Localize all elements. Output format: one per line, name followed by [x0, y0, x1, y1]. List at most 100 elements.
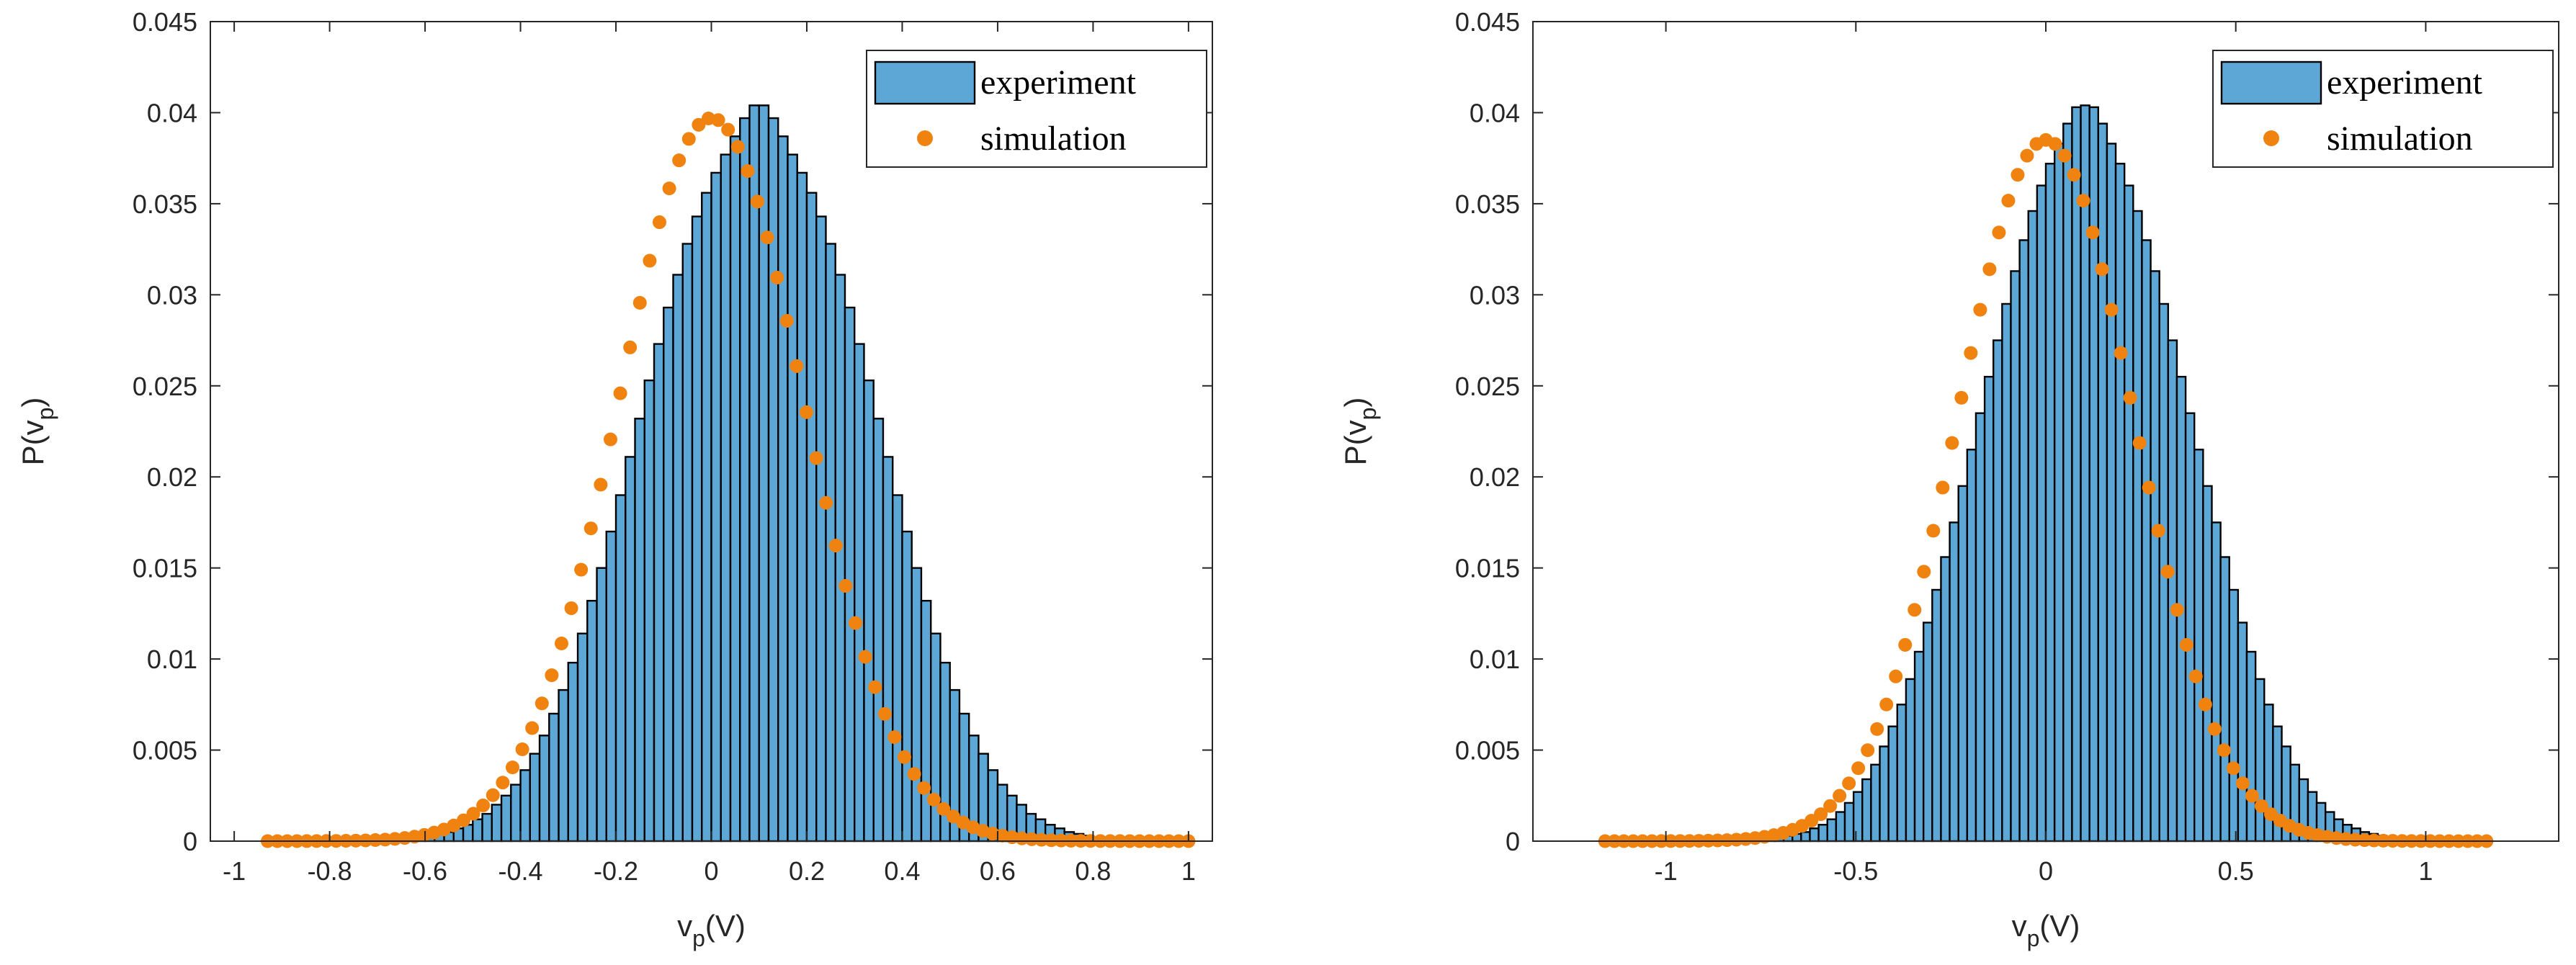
simulation-point — [2217, 743, 2231, 758]
simulation-point — [554, 637, 568, 651]
histogram-bar — [1835, 811, 1846, 843]
simulation-point — [1814, 807, 1828, 822]
simulation-point — [476, 798, 491, 812]
histogram-bar — [2219, 556, 2230, 843]
y-tick-label: 0.025 — [133, 372, 197, 401]
histogram-bar — [605, 530, 617, 843]
histogram-bar — [1993, 339, 2003, 843]
histogram-bar — [1905, 678, 1916, 843]
histogram-bar — [2010, 270, 2021, 843]
y-tick-label: 0.01 — [147, 645, 197, 674]
legend: experiment simulation — [2212, 50, 2554, 168]
histogram-bar — [815, 215, 827, 843]
simulation-point — [2114, 346, 2128, 360]
simulation-point — [1926, 524, 1941, 538]
y-tick-label: 0.02 — [1470, 462, 1520, 492]
simulation-point — [594, 477, 608, 492]
simulation-point — [1936, 480, 1950, 495]
simulation-point — [838, 579, 853, 593]
histogram-bar — [920, 599, 932, 843]
x-tick-label: -0.5 — [1833, 856, 1878, 886]
x-tick-label: -0.2 — [594, 856, 638, 886]
simulation-point — [2245, 789, 2259, 803]
simulation-point — [2207, 722, 2222, 736]
simulation-point — [868, 680, 882, 694]
simulation-point — [2254, 799, 2268, 813]
histogram-bar — [472, 818, 483, 843]
x-tick-label: 0 — [2039, 856, 2053, 886]
simulation-point — [681, 132, 696, 146]
legend-swatch-experiment — [2220, 60, 2322, 105]
y-tick-label: 0.005 — [1455, 736, 1520, 766]
chart-2: -1 -0.5 0 0.5 100.0050.010.0150.020.0250.030… — [1338, 7, 2559, 951]
histogram-bar — [1809, 827, 1820, 843]
simulation-point — [819, 495, 833, 510]
simulation-point — [2104, 302, 2119, 317]
simulation-point — [2142, 480, 2156, 495]
histogram-bar — [691, 215, 703, 843]
x-tick-label: -1 — [1655, 856, 1678, 886]
histogram-bar — [863, 379, 875, 843]
histogram-bar — [2245, 650, 2257, 843]
simulation-point — [917, 781, 931, 795]
simulation-point — [2067, 168, 2081, 182]
histogram-bar — [1852, 791, 1864, 843]
simulation-point — [1945, 436, 1959, 450]
simulation-point — [2001, 194, 2016, 208]
histogram-bar — [1843, 802, 1855, 843]
histogram-bar — [1817, 824, 1828, 843]
simulation-point — [770, 270, 784, 284]
y-tick-label: 0.04 — [147, 98, 197, 127]
y-tick-label: 0.03 — [147, 280, 197, 310]
histogram-bar — [2106, 143, 2117, 843]
simulation-point — [535, 696, 549, 711]
histogram-bar — [2114, 163, 2126, 843]
simulation-point — [1954, 390, 1969, 405]
simulation-point — [603, 432, 617, 446]
experiment-bars — [405, 104, 1114, 843]
histogram-bar — [2088, 106, 2099, 843]
simulation-point — [1982, 262, 1997, 277]
legend: experiment simulation — [866, 50, 1207, 168]
histogram-bar — [1975, 412, 1986, 843]
x-ticks: -1 -0.5 0 0.5 1 — [1655, 22, 2433, 886]
y-tick-label: 0.045 — [1455, 7, 1520, 37]
y-tick-label: 0.01 — [1470, 645, 1520, 674]
x-tick-label: 1 — [1181, 856, 1196, 886]
histogram-bar — [2202, 485, 2213, 843]
simulation-point — [2076, 194, 2090, 208]
histogram-bar — [729, 135, 741, 843]
y-axis-label: P(vp) — [16, 398, 58, 466]
histogram-bar — [663, 306, 674, 843]
simulation-point — [2170, 603, 2184, 617]
simulation-point — [790, 359, 804, 373]
legend-marker-simulation — [917, 130, 933, 146]
simulation-point — [486, 788, 500, 802]
x-tick-label: 0.2 — [789, 856, 825, 886]
histogram-bar — [911, 567, 923, 843]
y-ticks: 0 0.005 0.01 0.015 0.02 0.025 0.03 0.035 0.04 0.0… — [1455, 7, 2559, 856]
histogram-bar — [481, 812, 493, 843]
histogram-bar — [2167, 339, 2178, 843]
simulation-point — [643, 253, 657, 268]
simulation-point — [1964, 346, 1978, 360]
legend-marker-simulation — [2263, 130, 2279, 146]
histogram-bar — [2036, 184, 2047, 843]
histogram-bar — [586, 599, 598, 843]
histogram-bar — [834, 274, 846, 843]
simulation-point — [1908, 603, 1922, 617]
histogram-bar — [614, 494, 627, 843]
simulation-point — [574, 562, 589, 577]
y-axis-label: P(vp) — [1338, 398, 1381, 466]
simulation-point — [2151, 524, 2165, 538]
histogram-bar — [844, 306, 856, 843]
histogram-bar — [643, 379, 656, 843]
simulation-point — [2160, 565, 2175, 579]
x-tick-label: -0.4 — [498, 856, 543, 886]
simulation-point — [2179, 637, 2193, 652]
simulation-point — [2226, 761, 2240, 776]
simulation-point — [2188, 669, 2203, 683]
histogram-bar — [901, 530, 913, 843]
histogram-bar — [2080, 104, 2090, 843]
